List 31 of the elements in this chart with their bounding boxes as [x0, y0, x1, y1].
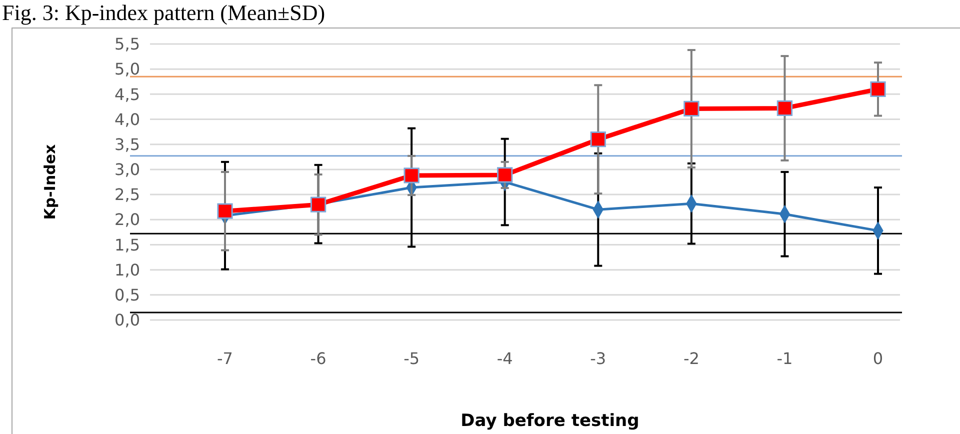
point [217, 203, 233, 219]
y-tick-label: 0,0 [114, 310, 140, 330]
x-tick-label: -2 [683, 349, 700, 368]
y-tick-label: 4,0 [114, 110, 140, 129]
x-tick-label: -7 [217, 349, 233, 368]
x-tick-label: -5 [404, 349, 420, 368]
y-tick-label: 3,5 [114, 134, 140, 154]
y-tick-label: 3,0 [114, 160, 140, 180]
point [310, 196, 326, 212]
y-tick-label: 2,0 [114, 210, 140, 230]
x-tick-label: 0 [872, 349, 884, 368]
point [684, 100, 700, 117]
point [776, 100, 793, 116]
y-tick-label: 1,0 [114, 260, 140, 280]
chart-title: Fig. 3: Kp-index pattern (Mean±SD) [2, 0, 326, 25]
point [870, 81, 886, 97]
x-tick-label: -3 [590, 349, 606, 368]
x-tick-label: -4 [496, 349, 513, 368]
x-axis-title: Day before testing [460, 411, 640, 431]
point [497, 167, 513, 183]
y-tick-label: 1,5 [114, 235, 140, 254]
y-tick-label: 2,5 [114, 185, 140, 204]
x-tick-label: -6 [310, 349, 326, 368]
y-tick-label: 5,5 [114, 34, 140, 54]
y-tick-label: 5,0 [114, 60, 140, 79]
y-tick-label: 0,5 [114, 286, 140, 305]
point [404, 168, 420, 184]
point [590, 132, 606, 148]
y-axis-title: Kp-Index [41, 144, 59, 220]
x-tick-label: -1 [776, 349, 793, 368]
y-tick-label: 4,5 [114, 84, 140, 104]
